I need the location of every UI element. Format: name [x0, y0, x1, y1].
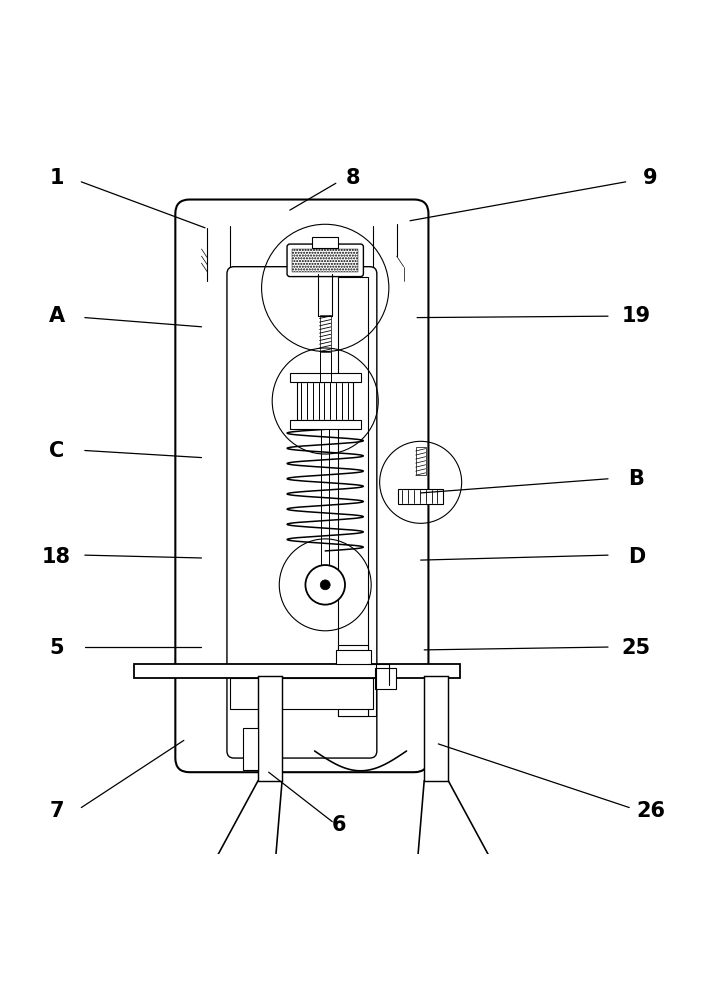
Bar [297, 382, 354, 420]
Bar [290, 373, 361, 382]
Bar [230, 678, 373, 709]
FancyBboxPatch shape [287, 244, 363, 277]
FancyBboxPatch shape [227, 267, 377, 758]
Text: 18: 18 [42, 547, 71, 567]
Bar [336, 650, 371, 664]
Bar [312, 237, 338, 248]
Text: 5: 5 [49, 638, 64, 658]
Bar [398, 489, 443, 504]
Bar [243, 728, 258, 770]
Text: C: C [49, 441, 64, 461]
Circle shape [320, 580, 330, 590]
Bar [373, 228, 400, 744]
Bar [424, 676, 448, 781]
Text: 1: 1 [49, 168, 64, 188]
Text: D: D [628, 547, 645, 567]
Bar [258, 676, 282, 781]
Text: 7: 7 [49, 801, 64, 821]
Bar [290, 420, 361, 429]
Text: 6: 6 [332, 815, 346, 835]
FancyBboxPatch shape [175, 200, 428, 772]
Text: 8: 8 [346, 168, 361, 188]
Text: 25: 25 [621, 638, 651, 658]
Bar [424, 676, 448, 781]
Bar [338, 277, 368, 716]
Bar [416, 447, 426, 475]
Bar [338, 645, 368, 716]
Text: B: B [629, 469, 644, 489]
Bar [204, 228, 230, 744]
Bar [134, 664, 460, 678]
Text: A: A [49, 306, 64, 326]
Bar [320, 315, 331, 352]
Bar [258, 676, 282, 781]
Text: 19: 19 [621, 306, 651, 326]
Bar [230, 678, 373, 709]
Bar [292, 249, 358, 272]
Text: 9: 9 [643, 168, 658, 188]
Bar [375, 668, 396, 689]
Text: 26: 26 [636, 801, 665, 821]
Circle shape [305, 565, 345, 605]
Bar [338, 645, 368, 716]
